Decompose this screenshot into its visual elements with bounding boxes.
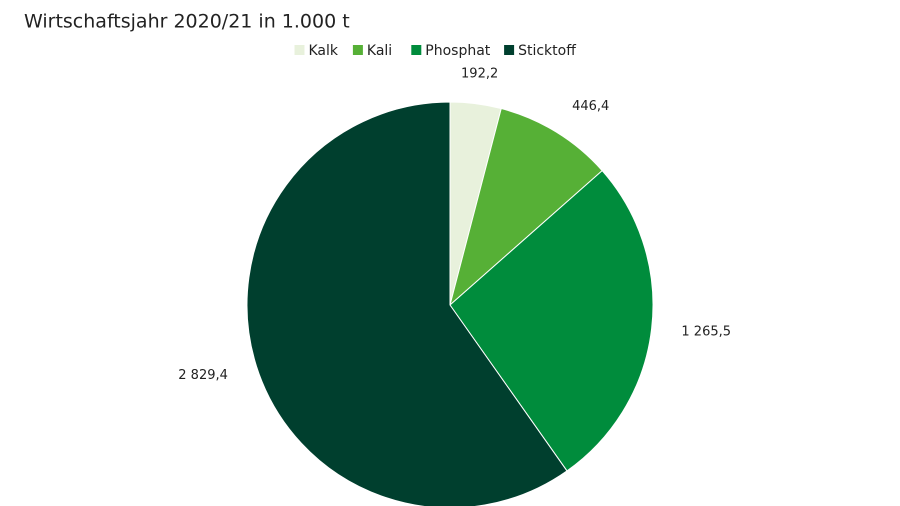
legend-label: Kali: [367, 43, 392, 59]
legend: Kalk Kali Phosphat Sticktoff: [294, 43, 576, 59]
legend-swatch: [504, 45, 515, 55]
pie-slice: [246, 101, 568, 506]
legend-label: Phosphat: [425, 43, 491, 59]
legend-swatch: [352, 45, 363, 55]
legend-label: Kalk: [309, 43, 339, 59]
data-label: 2 829,4: [178, 368, 228, 383]
legend-swatch: [411, 45, 422, 55]
data-label: 446,4: [572, 99, 609, 114]
pie: 192,2 446,4 1 265,5 2 829,4: [178, 66, 731, 506]
data-label: 1 265,5: [681, 325, 731, 340]
chart-subtitle: Wirtschaftsjahr 2020/21 in 1.000 t: [24, 11, 350, 33]
data-label: 192,2: [461, 66, 498, 81]
legend-swatch: [294, 45, 305, 55]
pie-slice: [449, 107, 603, 307]
pie-slice: [449, 169, 654, 472]
legend-label: Sticktoff: [518, 43, 576, 59]
